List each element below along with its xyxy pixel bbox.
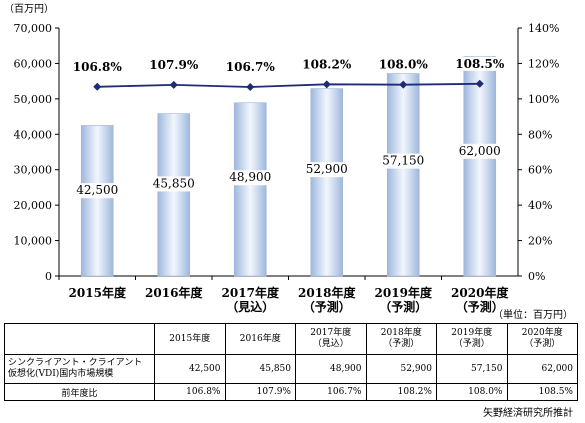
- growth-marker: [322, 80, 331, 89]
- growth-label-background: [380, 57, 427, 72]
- bar-label-background: [228, 170, 273, 186]
- growth-value-label: 108.0%: [379, 58, 429, 72]
- table-header-cell: 2019年度 （予測）: [436, 323, 508, 355]
- bar-value-label: 62,000: [459, 144, 501, 158]
- bar: [157, 113, 191, 277]
- table-cell: 42,500: [154, 354, 226, 384]
- x-tick-label: （見込）: [226, 299, 274, 314]
- table-cell: 45,850: [224, 354, 296, 384]
- bar-label-background: [381, 153, 426, 169]
- right-tick-label: 0%: [528, 270, 545, 283]
- x-tick-label: 2015年度: [69, 285, 127, 300]
- bar-series: 42,500 45,850 48,900 52,900 57,150 62,000: [75, 56, 502, 277]
- unit-note: （単位：百万円）: [493, 310, 573, 321]
- right-tick-label: 100%: [528, 93, 559, 106]
- table-cell: 108.5%: [506, 383, 578, 401]
- x-tick-label: 2020年度: [451, 285, 509, 300]
- left-axis-unit: （百万円）: [4, 3, 54, 15]
- growth-line-series: 106.8% 107.9% 106.7% 108.2% 108.0% 108.5%: [73, 56, 505, 91]
- table-header-cell: 2020年度 （予測）: [506, 323, 578, 355]
- growth-value-label: 108.2%: [302, 57, 352, 71]
- left-tick-label: 70,000: [14, 22, 53, 35]
- bar-value-label: 52,900: [306, 162, 348, 176]
- table-row-market-size: シンクライアント・クライアント 仮想化(VDI)国内市場規模 42,500 45,…: [4, 354, 578, 384]
- growth-line: [97, 82, 480, 88]
- bar: [233, 102, 267, 277]
- growth-marker: [246, 82, 255, 91]
- growth-label-background: [74, 59, 121, 74]
- table-cell: 106.8%: [154, 383, 226, 401]
- table-cell: 108.2%: [365, 383, 437, 401]
- table-cell: 106.7%: [295, 383, 367, 401]
- table-cell: 62,000: [506, 354, 578, 384]
- table-corner-cell: [4, 323, 155, 355]
- left-tick-label: 30,000: [14, 164, 53, 177]
- bar-value-label: 42,500: [76, 183, 118, 197]
- growth-label-background: [303, 57, 350, 72]
- growth-label-background: [150, 57, 197, 72]
- bar-value-label: 48,900: [229, 170, 271, 184]
- left-tick-label: 20,000: [14, 199, 53, 212]
- bar: [80, 125, 114, 277]
- table-row-yoy: 前年度比 106.8% 107.9% 106.7% 108.2% 108.0% …: [4, 383, 578, 401]
- left-tick-label: 50,000: [14, 93, 53, 106]
- table-header-cell: 2016年度: [224, 323, 296, 355]
- growth-marker: [475, 79, 484, 88]
- table-cell: 108.0%: [436, 383, 508, 401]
- table-header-row: 2015年度 2016年度 2017年度 （見込） 2018年度 （予測） 2019…: [4, 323, 578, 355]
- right-tick-label: 140%: [528, 22, 559, 35]
- growth-marker: [93, 82, 102, 91]
- growth-marker: [399, 80, 408, 89]
- table-cell: 107.9%: [224, 383, 296, 401]
- bar-label-background: [304, 162, 349, 178]
- data-table: 2015年度 2016年度 2017年度 （見込） 2018年度 （予測） 2019…: [4, 323, 578, 401]
- growth-value-label: 108.5%: [455, 57, 505, 71]
- table-header-cell: 2015年度: [154, 323, 226, 355]
- table-cell: 57,150: [436, 354, 508, 384]
- left-tick-label: 10,000: [14, 235, 53, 248]
- table-header-cell: 2018年度 （予測）: [365, 323, 437, 355]
- right-tick-label: 120%: [528, 57, 559, 70]
- growth-label-background: [227, 59, 274, 74]
- source-note: 矢野経済研究所推計: [483, 408, 573, 419]
- x-tick-label: 2019年度: [375, 285, 433, 300]
- x-axis-labels: 2015年度 2016年度 2017年度（見込）2018年度（予測）2019年度（予…: [58, 276, 509, 314]
- left-tick-label: 60,000: [14, 57, 53, 70]
- x-tick-label: 2016年度: [145, 285, 203, 300]
- bar-label-background: [457, 143, 502, 159]
- x-tick-label: （予測）: [456, 299, 504, 314]
- growth-label-background: [456, 56, 503, 71]
- left-axis-ticks: 0 10,000 20,000 30,000 40,000 50,000 60,000 70,…: [14, 22, 59, 283]
- bar: [310, 88, 344, 277]
- bar-label-background: [151, 176, 196, 192]
- table-cell: 52,900: [365, 354, 437, 384]
- bar-label-background: [75, 183, 120, 199]
- left-tick-label: 0: [45, 270, 52, 283]
- table-header-cell: 2017年度 （見込）: [295, 323, 367, 355]
- bar: [463, 56, 497, 277]
- row-label-yoy: 前年度比: [4, 383, 155, 401]
- right-tick-label: 80%: [528, 128, 552, 141]
- growth-value-label: 107.9%: [149, 58, 199, 72]
- bar-value-label: 57,150: [382, 154, 424, 168]
- left-tick-label: 40,000: [14, 128, 53, 141]
- right-tick-label: 40%: [528, 199, 552, 212]
- right-tick-label: 60%: [528, 164, 552, 177]
- x-tick-label: （予測）: [379, 299, 427, 314]
- bar: [386, 73, 420, 277]
- bar-value-label: 45,850: [153, 176, 195, 190]
- row-label-market-size: シンクライアント・クライアント 仮想化(VDI)国内市場規模: [4, 354, 155, 384]
- table-cell: 48,900: [295, 354, 367, 384]
- market-size-chart: （百万円） 0 10,000 20,000 30,000 40,000 50,000 60,…: [4, 3, 559, 314]
- growth-value-label: 106.7%: [226, 60, 276, 74]
- x-tick-label: 2017年度: [222, 285, 280, 300]
- x-tick-label: 2018年度: [298, 285, 356, 300]
- growth-marker: [169, 80, 178, 89]
- x-tick-label: （予測）: [303, 299, 351, 314]
- growth-value-label: 106.8%: [73, 60, 123, 74]
- right-tick-label: 20%: [528, 235, 552, 248]
- right-axis-ticks: 0% 20% 40% 60% 80% 100% 120% 140%: [518, 22, 559, 283]
